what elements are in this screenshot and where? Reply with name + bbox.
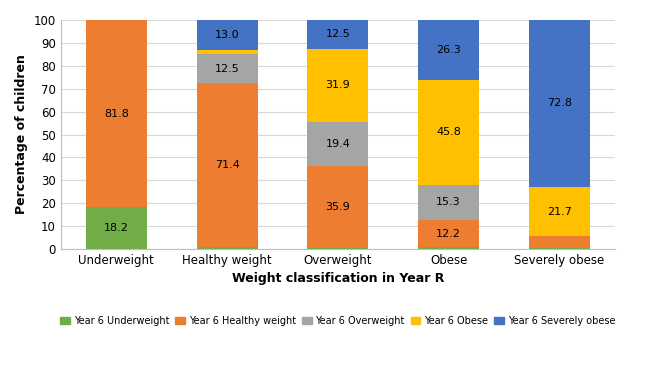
Bar — [307, 122, 368, 166]
Text: 13.0: 13.0 — [215, 30, 239, 40]
Bar — [86, 20, 146, 207]
Bar — [307, 20, 368, 49]
Bar — [418, 185, 479, 219]
Bar — [529, 237, 590, 248]
Bar — [307, 248, 368, 249]
Text: 12.5: 12.5 — [215, 64, 239, 74]
Bar — [197, 54, 258, 83]
Text: 15.3: 15.3 — [436, 197, 461, 207]
Text: 18.2: 18.2 — [104, 223, 129, 233]
Text: 72.8: 72.8 — [547, 98, 572, 108]
Text: 21.7: 21.7 — [547, 207, 572, 217]
Legend: Year 6 Underweight, Year 6 Healthy weight, Year 6 Overweight, Year 6 Obese, Year: Year 6 Underweight, Year 6 Healthy weigh… — [60, 316, 615, 326]
Bar — [307, 49, 368, 122]
Text: 19.4: 19.4 — [326, 139, 351, 149]
Text: 35.9: 35.9 — [326, 202, 350, 212]
Bar — [197, 20, 258, 50]
Text: 12.5: 12.5 — [326, 29, 350, 39]
Bar — [418, 80, 479, 185]
Bar — [418, 248, 479, 249]
Text: 12.2: 12.2 — [436, 229, 461, 239]
Bar — [418, 219, 479, 248]
Bar — [197, 247, 258, 249]
Text: 26.3: 26.3 — [436, 45, 461, 55]
Text: 31.9: 31.9 — [326, 80, 350, 90]
Y-axis label: Percentage of children: Percentage of children — [15, 54, 28, 215]
Text: 71.4: 71.4 — [215, 160, 239, 170]
Bar — [529, 248, 590, 249]
Bar — [529, 20, 590, 187]
Bar — [197, 50, 258, 54]
Text: 81.8: 81.8 — [104, 109, 129, 119]
Bar — [529, 187, 590, 237]
Bar — [307, 166, 368, 248]
X-axis label: Weight classification in Year R: Weight classification in Year R — [232, 272, 444, 285]
Bar — [197, 83, 258, 247]
Text: 45.8: 45.8 — [436, 127, 461, 138]
Bar — [86, 207, 146, 249]
Bar — [418, 20, 479, 80]
